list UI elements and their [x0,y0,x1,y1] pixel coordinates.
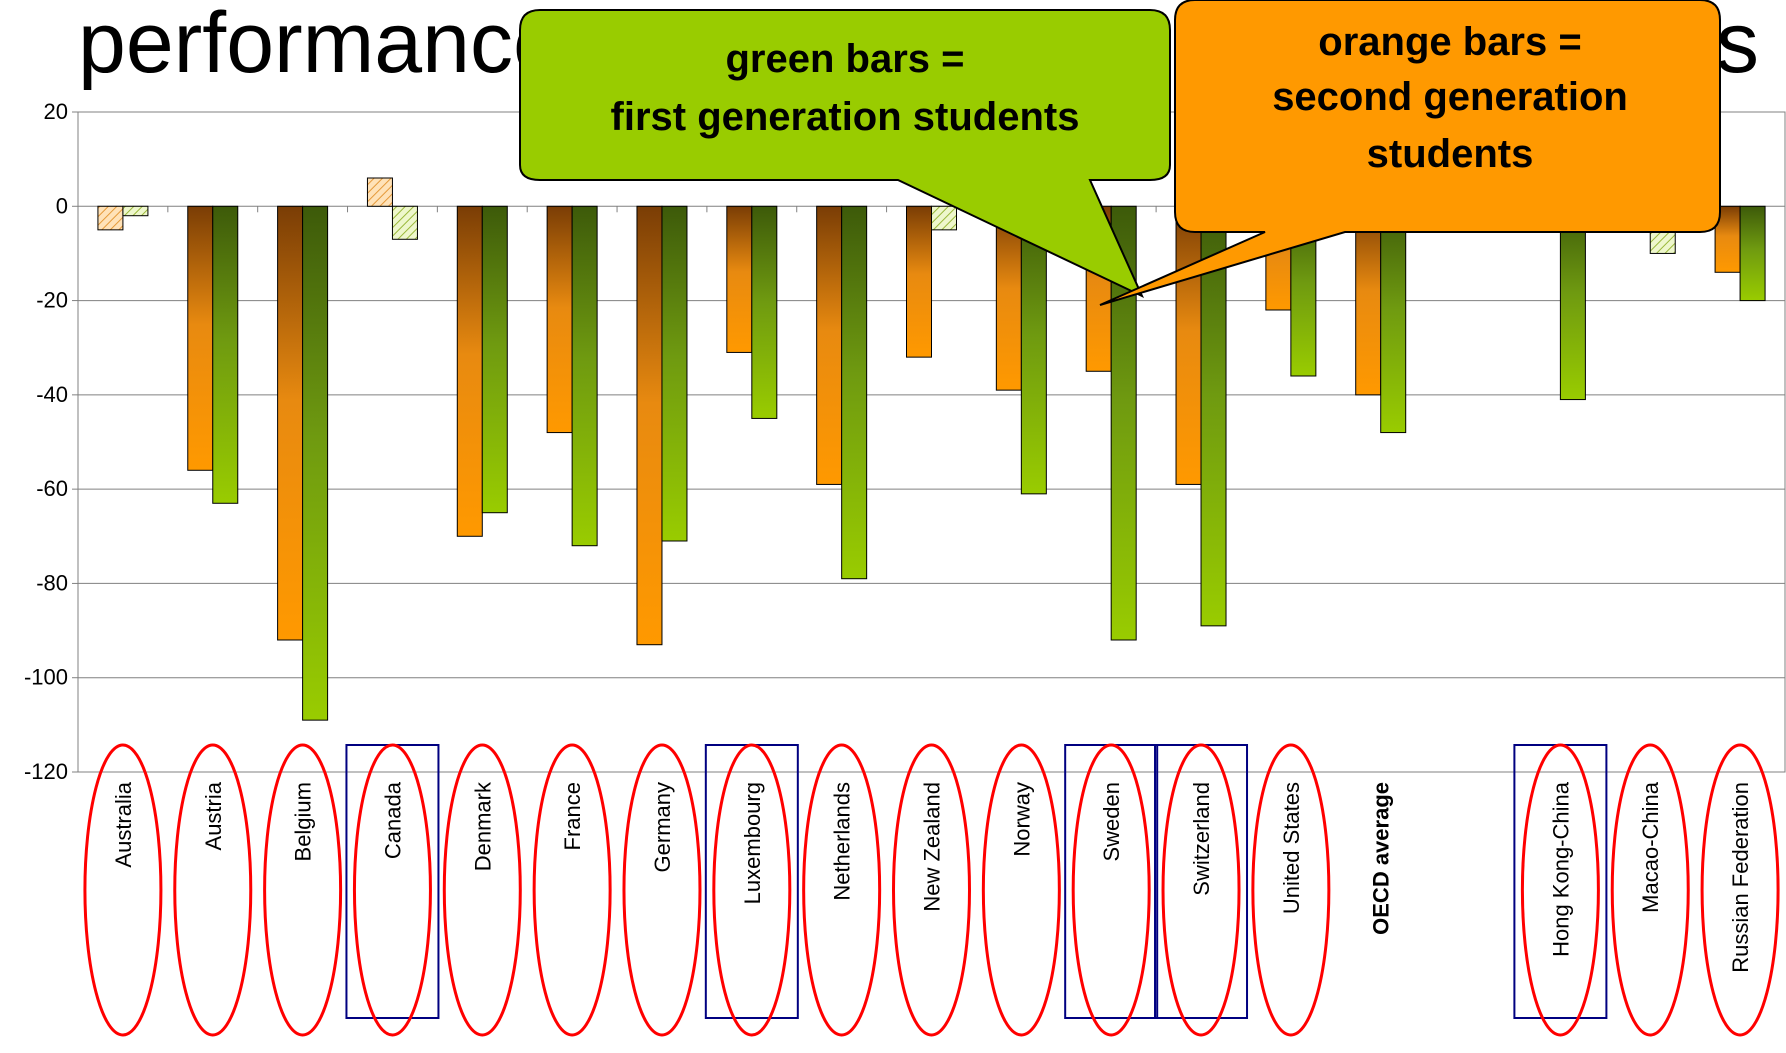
orange-callout-line2: second generation [1272,75,1628,119]
highlight-oval [1700,743,1780,1037]
highlight-oval [802,743,882,1037]
second-generation-bar [816,205,843,485]
green-callout: green bars = first generation students [519,9,1171,299]
highlight-oval [1520,743,1600,1037]
second-generation-bar [97,205,124,231]
second-generation-bar [1175,205,1202,485]
first-generation-bar [661,205,688,542]
first-generation-bar [302,205,329,721]
highlight-oval [1071,743,1151,1037]
first-generation-bar [122,205,149,217]
second-generation-bar [636,205,663,646]
highlight-oval [442,743,522,1037]
highlight-oval [1610,743,1690,1037]
highlight-oval [83,743,163,1037]
second-generation-bar [726,205,753,353]
highlight-oval [622,743,702,1037]
category-label: Germany [650,782,675,872]
first-generation-bar [1380,205,1407,434]
category-label: Macao-China [1638,781,1663,913]
category-labels: Australia Austria Belgium Canada Denmark Fran… [111,781,1753,973]
annotations [83,743,1780,1037]
category-label: Denmark [470,781,495,871]
category-label: United States [1279,782,1304,914]
category-label: Switzerland [1189,782,1214,896]
green-callout-line1: green bars = [725,37,964,81]
highlight-oval [532,743,612,1037]
y-tick-label: -80 [36,570,68,595]
orange-callout-line3: students [1367,132,1534,176]
title-fragment-right: s [1716,0,1759,91]
y-tick-label: -100 [24,665,68,690]
category-label: Canada [380,781,405,859]
category-label: Russian Federation [1728,782,1753,973]
category-label: New Zealand [920,782,945,912]
second-generation-bar [456,205,483,537]
category-label: Belgium [291,782,316,861]
first-generation-bar [481,205,508,514]
y-tick-label: 20 [44,99,68,124]
category-label: OECD average [1369,782,1394,935]
first-generation-bar [1559,205,1586,401]
category-label: Norway [1009,782,1034,857]
first-generation-bar [212,205,239,504]
y-tick-label: -20 [36,288,68,313]
highlight-oval [263,743,343,1037]
highlight-oval [892,743,971,1037]
second-generation-bar [366,177,393,207]
first-generation-bar [571,205,598,547]
second-generation-bar [1355,205,1382,396]
first-generation-bar [391,205,418,240]
second-generation-bar [187,205,214,471]
y-axis: 20 0 -20 -40 -60 -80 -100 -120 [24,99,78,784]
first-generation-bar [841,205,868,580]
highlight-oval [352,743,432,1037]
category-label: Sweden [1099,782,1124,862]
second-generation-bar [546,205,573,434]
first-generation-bar [1739,205,1766,302]
category-label: France [560,782,585,850]
y-tick-label: -60 [36,476,68,501]
highlight-oval [1161,743,1241,1037]
second-generation-bar [906,205,932,358]
y-tick-label: 0 [56,193,68,218]
orange-callout: orange bars = second generation students [1099,0,1721,306]
highlight-oval [173,743,253,1037]
highlight-oval [1251,743,1331,1037]
first-generation-bar [931,205,957,231]
highlight-oval [981,743,1061,1037]
category-label: Hong Kong-China [1548,781,1573,957]
green-callout-line2: first generation students [611,95,1080,139]
first-generation-bar [751,205,778,419]
second-generation-bar [277,205,304,641]
category-label: Austria [201,781,226,850]
orange-callout-line1: orange bars = [1318,20,1581,64]
second-generation-bar [995,205,1022,391]
category-label: Australia [111,781,136,867]
category-label: Luxembourg [740,782,765,904]
highlight-oval [712,743,792,1037]
y-tick-label: -40 [36,382,68,407]
y-tick-label: -120 [24,759,68,784]
first-generation-bar [1200,205,1227,627]
category-label: Netherlands [830,782,855,901]
